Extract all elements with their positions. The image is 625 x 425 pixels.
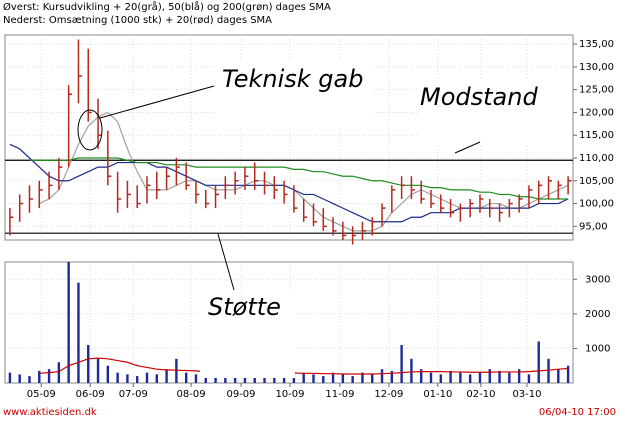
volume-bar: [478, 372, 482, 383]
gap-ring: [77, 109, 103, 151]
volume-bar: [18, 374, 21, 383]
volume-bar: [361, 372, 364, 383]
y-tick-label: 95,00: [579, 221, 608, 232]
x-tick-label: 03-10: [512, 389, 541, 400]
volume-bar: [498, 370, 501, 383]
y-tick-label: 105,00: [579, 176, 614, 187]
x-tick-label: 09-09: [226, 389, 255, 400]
y-tick-label: 120,00: [579, 107, 614, 118]
volume-bar: [8, 372, 12, 383]
volume-bar: [459, 372, 462, 383]
volume-bar: [566, 365, 570, 383]
y-tick-label: 100,00: [579, 199, 614, 210]
y-tick-label: 3000: [585, 274, 610, 285]
volume-bar: [400, 344, 403, 383]
pointer: [454, 141, 481, 154]
annotation: Teknisk gab: [222, 65, 363, 93]
volume-bar: [116, 372, 119, 383]
volume-bar: [547, 358, 550, 383]
volume-bar: [439, 374, 442, 383]
volume-bar: [96, 358, 100, 383]
x-tick-label: 10-09: [275, 389, 304, 400]
pointer: [99, 85, 215, 119]
volume-bar: [508, 372, 511, 383]
x-tick-label: 07-09: [119, 389, 148, 400]
volume-bar: [263, 374, 266, 383]
volume-bar: [557, 369, 560, 383]
volume-bar: [341, 374, 345, 383]
volume-bar: [351, 376, 354, 383]
volume-bar: [312, 374, 315, 383]
volume-bar: [420, 369, 423, 383]
volume-bar: [449, 370, 452, 383]
volume-bar: [537, 341, 540, 383]
volume-bar: [224, 374, 227, 383]
volume-bar: [429, 372, 433, 383]
sma-line: [29, 157, 569, 200]
volume-bar: [126, 374, 129, 383]
volume-bar: [488, 369, 491, 383]
volume-bar: [331, 372, 335, 383]
volume-panel: [4, 261, 574, 384]
annotation-box: [418, 80, 570, 144]
sma-line: [9, 143, 569, 223]
volume-bar: [175, 358, 178, 383]
volume-bar: [165, 369, 168, 383]
x-tick-label: 01-10: [423, 389, 452, 400]
y-tick-label: 110,00: [579, 153, 614, 164]
y-tick-label: 130,00: [579, 62, 614, 73]
x-tick-label: 12-09: [374, 389, 403, 400]
y-tick-label: 125,00: [579, 85, 614, 96]
volume-bar: [145, 372, 149, 383]
y-tick-label: 135,00: [579, 39, 614, 50]
volume-bar: [322, 376, 325, 383]
annotation-box: [214, 62, 374, 128]
volume-bar: [371, 374, 374, 383]
annotation: Modstand: [420, 83, 538, 111]
annotation-box: [200, 290, 295, 378]
x-tick-label: 05-09: [27, 389, 56, 400]
volume-bar: [302, 372, 305, 383]
volume-bar: [410, 358, 413, 383]
volume-bar: [87, 344, 90, 383]
volume-bar: [380, 369, 384, 383]
volume-bar: [184, 372, 188, 383]
volume-bar: [47, 369, 51, 383]
volume-bar: [57, 362, 61, 383]
volume-bar: [527, 374, 531, 383]
volume-bar: [194, 374, 198, 383]
x-tick-label: 06-09: [76, 389, 105, 400]
x-tick-label: 02-10: [466, 389, 495, 400]
annotation: Støtte: [208, 293, 281, 321]
volume-bar: [390, 370, 394, 383]
price-panel: [4, 34, 574, 241]
timestamp: 06/04-10 17:00: [539, 407, 616, 418]
y-tick-label: 1000: [585, 343, 610, 354]
volume-bar: [38, 370, 41, 383]
source: www.aktiesiden.dk: [3, 407, 97, 418]
volume-bar: [67, 262, 70, 383]
volume-bar: [517, 369, 521, 383]
volume-bar: [155, 374, 158, 383]
y-tick-label: 2000: [585, 309, 610, 320]
volume-bar: [204, 376, 207, 383]
header-line: Nederst: Omsætning (1000 stk) + 20(rød) …: [3, 15, 272, 26]
x-tick-label: 11-09: [325, 389, 354, 400]
x-tick-label: 08-09: [177, 389, 206, 400]
pointer: [217, 233, 235, 291]
y-tick-label: 115,00: [579, 130, 614, 141]
annotations: Teknisk gab Modstand Støtte: [77, 62, 570, 378]
volume-bar: [136, 376, 139, 383]
volume-bar: [282, 376, 286, 383]
volume-bar: [28, 376, 31, 383]
volume-bar: [77, 282, 80, 383]
volume-bar: [468, 374, 472, 383]
volume-bar: [106, 365, 110, 383]
header-line: Øverst: Kursudvikling + 20(grå), 50(blå)…: [3, 0, 331, 13]
sma-line: [39, 357, 569, 375]
